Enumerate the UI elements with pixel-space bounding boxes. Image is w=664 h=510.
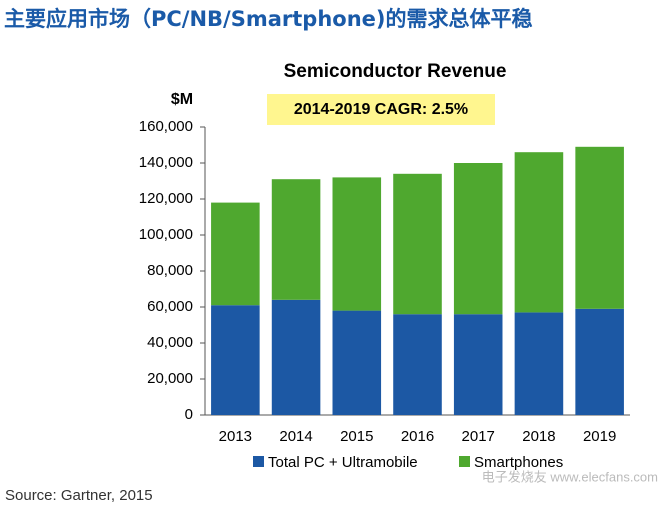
bar-segment (271, 179, 321, 300)
annotation: 2014-2019 CAGR: 2.5% (294, 101, 468, 118)
y-tick-label: 80,000 (147, 262, 193, 279)
page-title: 主要应用市场（PC/NB/Smartphone)的需求总体平稳 (4, 7, 533, 31)
legend-swatch (459, 456, 470, 467)
bar-segment (211, 305, 260, 415)
y-tick-label: 120,000 (139, 190, 193, 207)
y-tick-label: 20,000 (147, 370, 193, 387)
watermark: 电子发烧友 www.elecfans.com (482, 469, 658, 484)
bar-segment (575, 146, 624, 309)
x-tick-label: 2015 (340, 428, 373, 445)
legend-label: Smartphones (474, 454, 563, 471)
y-tick-label: 160,000 (139, 118, 193, 135)
bar-segment (271, 299, 321, 415)
annotation-box (267, 94, 495, 125)
bar-segment (211, 202, 260, 306)
bar-segment (453, 163, 503, 315)
source: Source: Gartner, 2015 (5, 487, 153, 504)
bar-segment (453, 314, 503, 415)
bar-segment (332, 310, 382, 415)
y-tick-label: 40,000 (147, 334, 193, 351)
bar-segment (575, 308, 624, 415)
x-tick-label: 2013 (219, 428, 252, 445)
bar-segment (332, 177, 382, 311)
y-tick-label: 100,000 (139, 226, 193, 243)
legend-label: Total PC + Ultramobile (268, 454, 418, 471)
bar-segment (514, 312, 564, 415)
legend-swatch (253, 456, 264, 467)
y-tick-label: 0 (185, 406, 193, 423)
x-tick-label: 2014 (279, 428, 312, 445)
y-tick-label: 140,000 (139, 154, 193, 171)
bar-segment (393, 173, 442, 315)
x-tick-label: 2019 (583, 428, 616, 445)
bar-segment (393, 314, 442, 415)
y-axis-label: $M (171, 91, 193, 108)
x-tick-label: 2018 (522, 428, 555, 445)
bar-segment (514, 152, 564, 313)
x-tick-label: 2016 (401, 428, 434, 445)
chart-title: Semiconductor Revenue (284, 61, 507, 82)
x-tick-label: 2017 (462, 428, 495, 445)
y-tick-label: 60,000 (147, 298, 193, 315)
